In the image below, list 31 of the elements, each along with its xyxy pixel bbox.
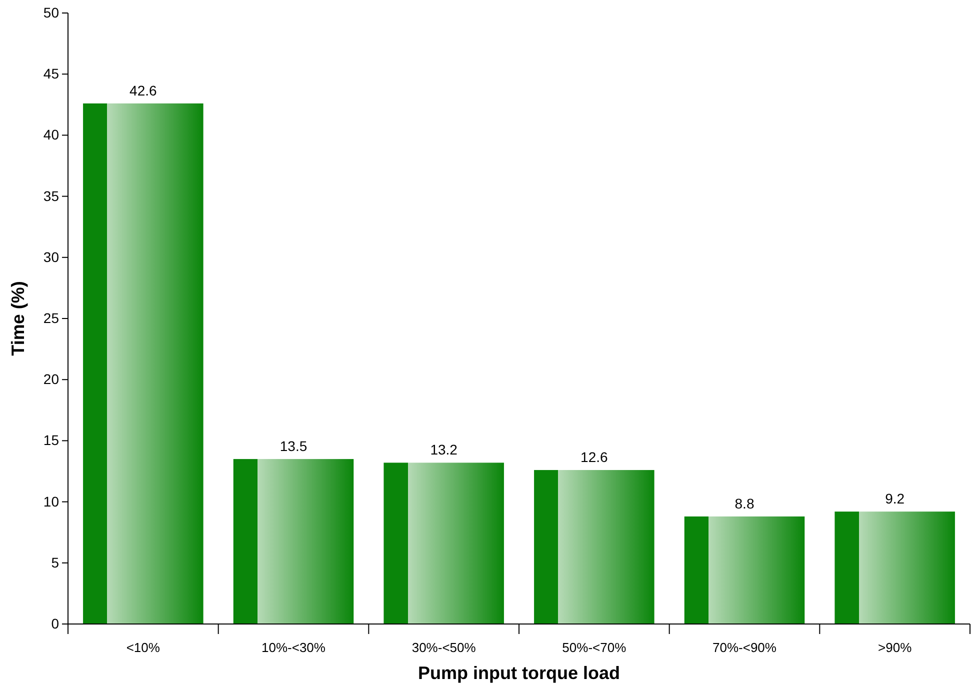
bar [834,512,955,624]
x-tick-label: <10% [126,640,160,655]
x-tick-label: >90% [878,640,912,655]
y-tick-label: 40 [43,126,60,143]
y-tick-label: 20 [43,371,60,388]
x-tick-label: 70%-<90% [712,640,777,655]
y-tick-label: 35 [43,188,60,204]
bar [684,516,805,624]
y-axis-title: Time (%) [8,281,28,356]
bar [83,103,204,624]
x-tick-label: 50%-<70% [562,640,627,655]
y-tick-label: 0 [51,615,60,632]
data-label: 42.6 [130,82,158,98]
y-tick-label: 25 [43,310,60,326]
y-tick-label: 50 [43,4,60,20]
data-label: 13.2 [430,442,458,458]
y-tick-label: 15 [43,432,60,448]
y-tick-label: 5 [51,554,60,570]
data-label: 9.2 [885,490,905,507]
y-tick-label: 45 [43,66,60,82]
y-tick-label: 30 [43,248,60,265]
x-axis-title: Pump input torque load [418,663,620,683]
bar [233,459,354,624]
x-tick-label: 30%-<50% [412,640,476,655]
x-tick-label: 10%-<30% [262,640,326,655]
y-tick-label: 10 [43,493,60,510]
data-label: 13.5 [280,438,308,454]
data-label: 8.8 [734,495,754,512]
data-label: 12.6 [580,449,608,466]
bar [534,470,654,624]
bar [384,462,504,624]
